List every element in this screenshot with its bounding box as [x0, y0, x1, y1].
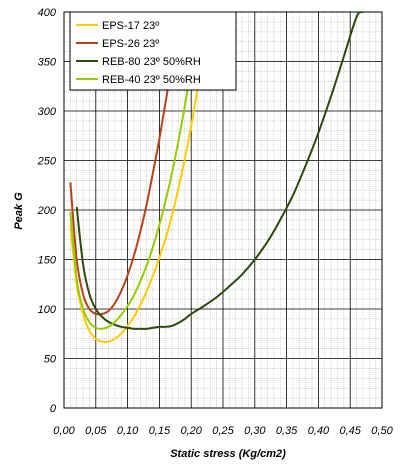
y-tick-label: 200 [37, 205, 57, 217]
x-tick-label: 0,15 [149, 425, 171, 437]
legend-label: REB-80 23º 50%RH [102, 56, 201, 68]
y-tick-label: 150 [38, 255, 57, 267]
legend-label: EPS-26 23º [102, 38, 159, 50]
y-tick-labels: 0 50 100 150 200 250 300 350 400 [37, 7, 57, 415]
x-tick-label: 0,35 [276, 425, 298, 437]
y-tick-label: 0 [50, 403, 57, 415]
y-tick-label: 300 [38, 106, 57, 118]
x-tick-label: 0,20 [180, 425, 202, 437]
y-tick-label: 100 [38, 304, 57, 316]
y-tick-label: 350 [38, 57, 57, 69]
legend-label: EPS-17 23º [102, 20, 159, 32]
x-tick-label: 0,25 [212, 425, 234, 437]
y-tick-label: 250 [37, 156, 57, 168]
series-line-1 [69, 12, 212, 344]
series-line-3 [75, 12, 364, 330]
y-axis-title: Peak G [13, 192, 25, 230]
legend-label: REB-40 23º 50%RH [102, 74, 201, 86]
y-tick-label: 50 [44, 354, 57, 366]
x-tick-label: 0,05 [85, 425, 107, 437]
x-tick-label: 0,10 [117, 425, 139, 437]
legend: EPS-17 23º EPS-26 23º REB-80 23º 50%RH REB-… [69, 11, 237, 91]
x-tick-label: 0,40 [308, 425, 330, 437]
y-tick-label: 400 [38, 7, 57, 19]
series-line-4 [69, 12, 205, 330]
x-axis-title: Static stress (Kg/cm2) [170, 448, 286, 460]
x-tick-label: 0,00 [53, 425, 75, 437]
x-tick-label: 0,50 [371, 425, 393, 437]
x-tick-label: 0,30 [244, 425, 266, 437]
x-tick-labels: 0,00 0,05 0,10 0,15 0,20 0,25 0,30 0,35 0,40 0,45… [53, 425, 393, 437]
x-tick-label: 0,45 [339, 425, 361, 437]
